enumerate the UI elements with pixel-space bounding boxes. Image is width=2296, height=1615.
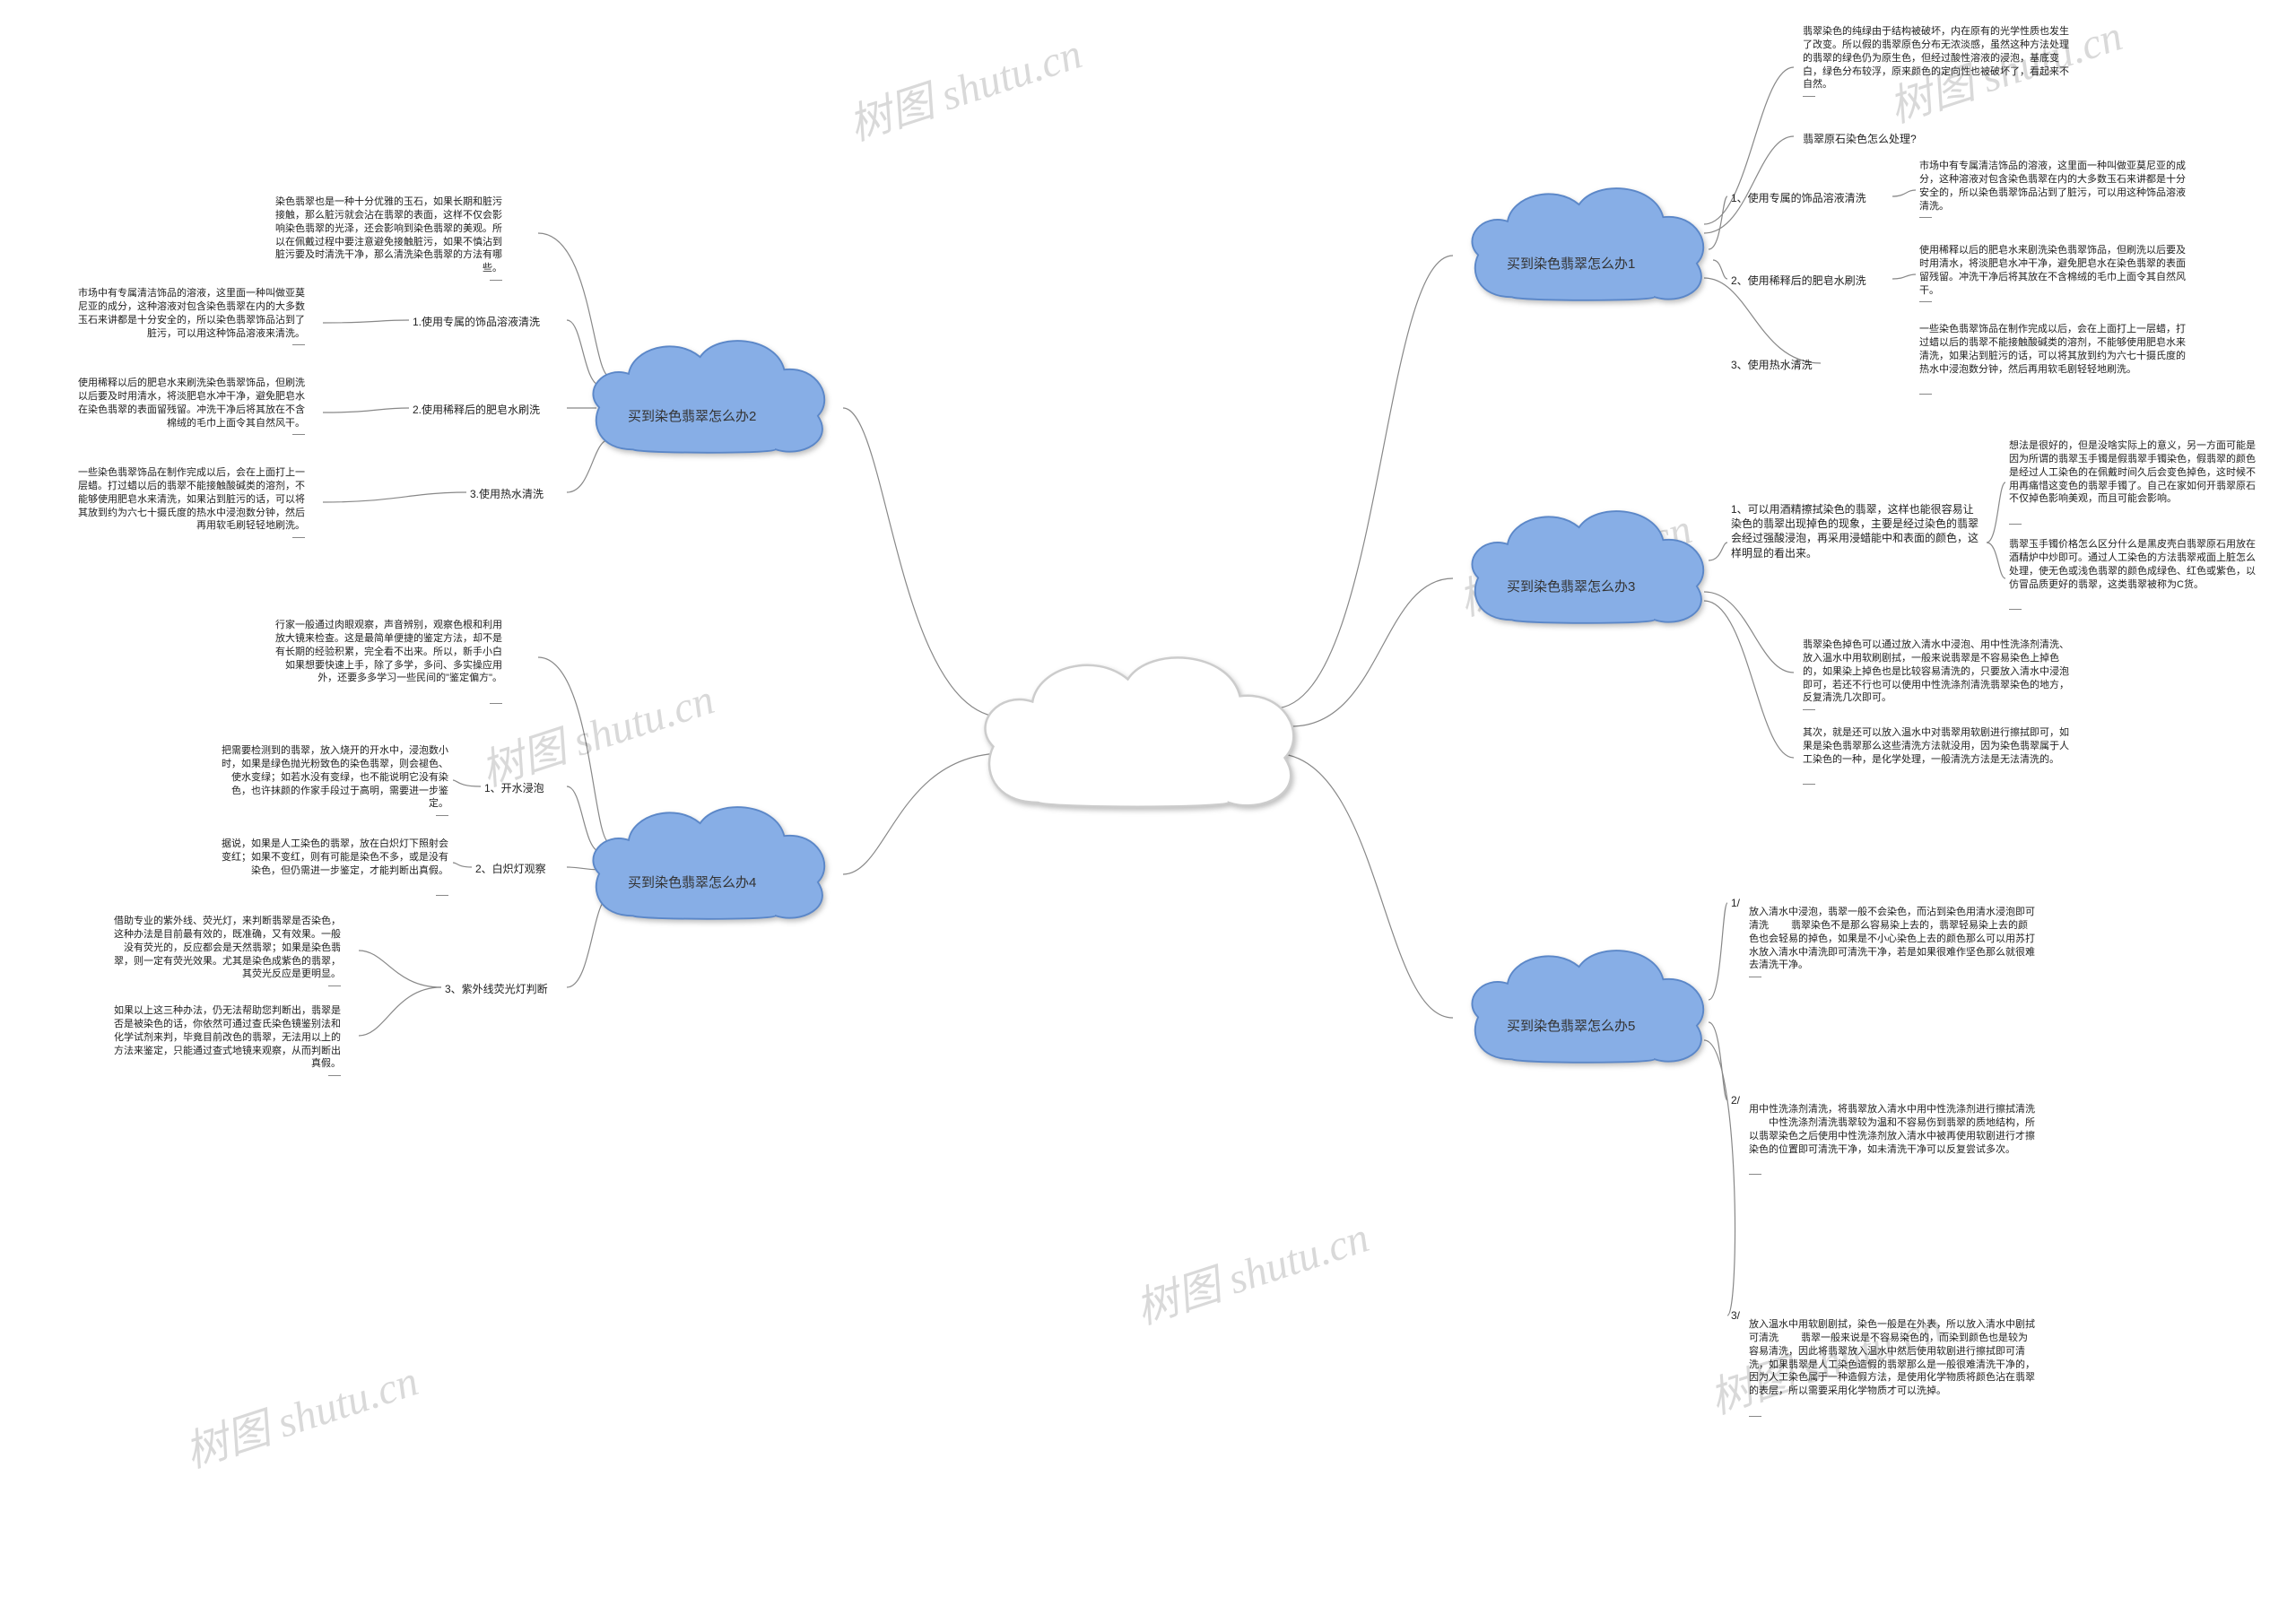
leaf-tick [1919, 394, 1932, 395]
leaf-text: 染色翡翠也是一种十分优雅的玉石，如果长期和脏污接触，那么脏污就会沾在翡翠的表面，… [269, 195, 502, 275]
branch-cloud [574, 332, 843, 466]
leaf-tick [1749, 1416, 1761, 1417]
branch-cloud [1453, 502, 1722, 637]
leaf-tick [1803, 784, 1815, 785]
branch-cloud-label: 买到染色翡翠怎么办3 [1507, 577, 1635, 595]
branch-label: 2、使用稀释后的肥皂水刷洗 [1731, 273, 1866, 288]
leaf-text: 用中性洗涤剂清洗，将翡翠放入清水中用中性洗涤剂进行擦拭清洗 中性洗涤剂清洗翡翠较… [1749, 1103, 2036, 1156]
branch-cloud [574, 798, 843, 933]
watermark: 树图 shutu.cn [1126, 1202, 1376, 1336]
leaf-tick [292, 344, 305, 345]
leaf-tick [2009, 524, 2022, 525]
leaf-text: 如果以上这三种办法，仍无法帮助您判断出，翡翠是否是被染色的话，你依然可通过查氏染… [108, 1004, 341, 1071]
branch-label: 3.使用热水清洗 [470, 486, 544, 501]
leaf-tick [1803, 709, 1815, 710]
leaf-text: 想法是很好的，但是没啥实际上的意义，另一方面可能是因为所谓的翡翠玉手镯是假翡翠手… [2009, 439, 2260, 506]
branch-label: 1/ [1731, 897, 1740, 909]
branch-label: 1.使用专属的饰品溶液清洗 [413, 314, 540, 329]
center-cloud-shape [969, 646, 1309, 825]
branch-label: 2.使用稀释后的肥皂水刷洗 [413, 402, 540, 417]
branch-label: 1、开水浸泡 [484, 780, 544, 795]
branch-cloud-label: 买到染色翡翠怎么办4 [628, 873, 756, 891]
leaf-text: 使用稀释以后的肥皂水来刷洗染色翡翠饰品，但刷洗以后要及时用清水，将淡肥皂水冲干净… [72, 377, 305, 430]
leaf-text: 放入清水中浸泡，翡翠一般不会染色，而沾到染色用清水浸泡即可清洗 翡翠染色不是那么… [1749, 906, 2036, 972]
leaf-tick [292, 537, 305, 538]
leaf-text: 借助专业的紫外线、荧光灯，来判断翡翠是否染色，这种办法是目前最有效的，既准确，又… [108, 915, 341, 981]
leaf-tick [490, 280, 502, 281]
branch-label: 3、使用热水清洗 [1731, 357, 1813, 372]
leaf-tick [1749, 1174, 1761, 1175]
branch-label: 3、紫外线荧光灯判断 [445, 981, 548, 996]
branch-label: 1、可以用酒精擦拭染色的翡翠，这样也能很容易让染色的翡翠出现掉色的现象，主要是经… [1731, 502, 1982, 560]
leaf-text: 翡翠玉手镯价格怎么区分什么是黑皮壳白翡翠原石用放在酒精炉中炒即可。通过人工染色的… [2009, 538, 2260, 591]
leaf-text: 翡翠染色的纯绿由于结构被破坏，内在原有的光学性质也发生了改变。所以假的翡翠原色分… [1803, 25, 2072, 91]
branch-cloud-label: 买到染色翡翠怎么办2 [628, 406, 756, 425]
watermark: 树图 shutu.cn [472, 664, 721, 798]
leaf-tick [328, 985, 341, 986]
branch-label: 3/ [1731, 1309, 1740, 1322]
leaf-text: 翡翠染色掉色可以通过放入清水中浸泡、用中性洗涤剂清洗、放入温水中用软刷剧拭，一般… [1803, 638, 2072, 705]
leaf-text: 其次，就是还可以放入温水中对翡翠用软剧进行擦拭即可，如果是染色翡翠那么这些清洗方… [1803, 726, 2072, 767]
leaf-text: 把需要检测到的翡翠，放入烧开的开水中，浸泡数小时，如果是绿色抛光粉致色的染色翡翠… [215, 744, 448, 811]
leaf-tick [1919, 301, 1932, 302]
leaf-tick [1919, 217, 1932, 218]
leaf-text: 放入温水中用软剧剧拭，染色一般是在外表，所以放入清水中剧拭可清洗 翡翠一般来说是… [1749, 1318, 2036, 1398]
branch-label: 2/ [1731, 1094, 1740, 1107]
leaf-text: 市场中有专属清洁饰品的溶液，这里面一种叫做亚莫尼亚的成分，这种溶液对包含染色翡翠… [72, 287, 305, 340]
leaf-tick [1803, 96, 1815, 97]
branch-cloud-label: 买到染色翡翠怎么办1 [1507, 254, 1635, 273]
watermark: 树图 shutu.cn [176, 1345, 425, 1480]
leaf-tick [436, 815, 448, 816]
branch-label: 1、使用专属的饰品溶液清洗 [1731, 190, 1866, 205]
leaf-text: 行家一般通过肉眼观察，声音辨别，观察色根和利用放大镜来检查。这是最简单便捷的鉴定… [269, 619, 502, 685]
leaf-text: 据说，如果是人工染色的翡翠，放在白炽灯下照射会变红；如果不变红，则有可能是染色不… [215, 838, 448, 878]
branch-cloud [1453, 942, 1722, 1076]
leaf-text: 市场中有专属清洁饰品的溶液，这里面一种叫做亚莫尼亚的成分，这种溶液对包含染色翡翠… [1919, 160, 2188, 213]
leaf-tick [2009, 609, 2022, 610]
watermark: 树图 shutu.cn [839, 18, 1089, 152]
branch-label: 2、白炽灯观察 [475, 861, 546, 876]
leaf-text: 一些染色翡翠饰品在制作完成以后，会在上面打上一层蜡，打过蜡以后的翡翠不能接触酸碱… [1919, 323, 2188, 376]
leaf-text: 一些染色翡翠饰品在制作完成以后，会在上面打上一层蜡。打过蜡以后的翡翠不能接触酸碱… [72, 466, 305, 533]
leaf-tick [436, 895, 448, 896]
branch-label: 翡翠原石染色怎么处理? [1803, 131, 1917, 146]
branch-cloud-label: 买到染色翡翠怎么办5 [1507, 1016, 1635, 1035]
leaf-tick [490, 703, 502, 704]
leaf-text: 使用稀释以后的肥皂水来剧洗染色翡翠饰品，但刷洗以后要及时用清水，将淡肥皂水冲干净… [1919, 244, 2188, 297]
branch-cloud [1453, 179, 1722, 314]
leaf-tick [292, 434, 305, 435]
leaf-tick [328, 1075, 341, 1076]
